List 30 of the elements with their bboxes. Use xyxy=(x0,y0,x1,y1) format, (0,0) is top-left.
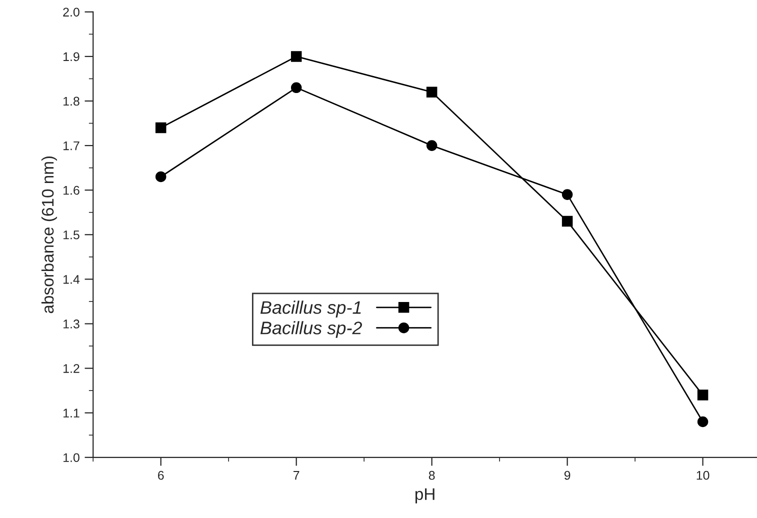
point xyxy=(155,171,166,182)
y-axis-title: absorbance (610 nm) xyxy=(41,156,57,314)
y-tick-label: 1.1 xyxy=(63,408,80,418)
point xyxy=(562,216,573,227)
point xyxy=(562,189,573,200)
y-tick-label: 1.3 xyxy=(63,320,80,328)
x-tick-label: 7 xyxy=(294,471,300,480)
y-tick-label: 1.6 xyxy=(63,186,80,195)
y-tick-label: 1.0 xyxy=(63,453,80,462)
x-axis-title: pH xyxy=(415,488,434,504)
legend-label: Bacillus sp-2 xyxy=(260,321,362,338)
x-tick-label: 10 xyxy=(696,470,710,480)
y-tick-label: 1.9 xyxy=(63,52,80,62)
y-tick-label: 1.8 xyxy=(63,96,80,106)
y-tick-label: 1.4 xyxy=(63,275,80,284)
y-tick-label: 1.5 xyxy=(63,230,80,240)
legend-label: Bacillus sp-1 xyxy=(260,300,361,318)
y-tick-label: 2.0 xyxy=(63,8,80,17)
x-tick-label: 9 xyxy=(564,470,570,480)
point xyxy=(697,390,708,400)
point xyxy=(155,122,166,134)
point xyxy=(426,140,438,151)
point xyxy=(697,416,708,428)
x-tick-label: 6 xyxy=(158,470,164,480)
y-tick-label: 1.7 xyxy=(63,141,80,150)
y-tick-label: 1.2 xyxy=(63,364,80,373)
x-tick-label: 8 xyxy=(428,470,435,480)
point xyxy=(290,82,302,94)
point xyxy=(426,86,438,98)
point xyxy=(290,51,302,62)
